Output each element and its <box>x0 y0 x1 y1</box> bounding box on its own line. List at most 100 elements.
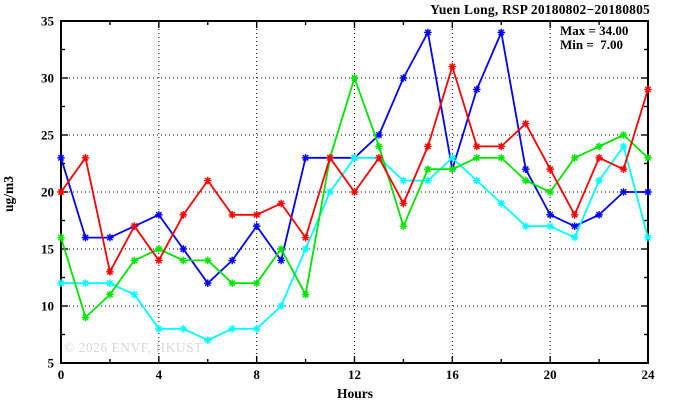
data-marker-core-green <box>524 179 528 183</box>
y-tick-label: 20 <box>41 185 54 200</box>
data-marker-core-green <box>352 76 357 80</box>
data-marker-core-red <box>157 258 161 262</box>
data-marker-core-cyan <box>401 179 406 183</box>
data-marker-core-red <box>181 213 185 217</box>
data-marker-core-green <box>377 144 381 148</box>
data-marker-core-cyan <box>279 304 283 308</box>
data-marker-core-cyan <box>181 327 185 331</box>
data-marker-core-blue <box>157 213 161 217</box>
data-marker-core-green <box>59 236 63 240</box>
x-tick-label: 24 <box>642 367 656 382</box>
data-marker-core-green <box>279 247 283 251</box>
data-marker-core-green <box>206 258 210 262</box>
data-marker-core-red <box>230 213 234 217</box>
data-marker-core-red <box>83 156 88 160</box>
y-tick-label: 15 <box>41 242 55 257</box>
data-marker-core-blue <box>377 133 381 137</box>
data-marker-core-green <box>426 167 430 171</box>
data-marker-core-red <box>524 122 528 126</box>
x-axis-label: Hours <box>336 386 373 401</box>
min-value-label: Min = 7.00 <box>560 37 624 52</box>
data-marker-core-blue <box>255 224 259 228</box>
data-marker-core-red <box>59 190 63 194</box>
y-tick-label: 30 <box>41 71 54 86</box>
data-marker-core-blue <box>499 30 503 34</box>
data-marker-core-cyan <box>548 224 552 228</box>
data-marker-core-cyan <box>303 247 308 251</box>
data-marker-core-green <box>450 167 454 171</box>
data-marker-core-cyan <box>621 144 626 148</box>
data-marker-core-cyan <box>59 281 63 285</box>
data-marker-core-red <box>426 144 430 148</box>
data-marker-core-green <box>475 156 479 160</box>
data-marker-core-cyan <box>475 179 479 183</box>
x-tick-label: 16 <box>446 367 460 382</box>
data-marker-core-cyan <box>597 179 601 183</box>
data-marker-core-blue <box>83 236 88 240</box>
data-marker-core-green <box>621 133 626 137</box>
data-marker-core-cyan <box>450 156 454 160</box>
x-tick-label: 20 <box>544 367 557 382</box>
data-marker-core-green <box>548 190 552 194</box>
data-marker-core-cyan <box>499 201 503 205</box>
y-tick-label: 35 <box>41 14 55 29</box>
data-marker-core-blue <box>206 281 210 285</box>
data-marker-core-green <box>230 281 234 285</box>
data-marker-core-cyan <box>255 327 259 331</box>
data-marker-core-red <box>206 179 210 183</box>
data-marker-core-blue <box>59 156 63 160</box>
data-marker-core-cyan <box>206 338 210 342</box>
data-marker-core-green <box>181 258 185 262</box>
data-marker-core-cyan <box>132 293 136 297</box>
data-marker-core-green <box>573 156 577 160</box>
data-marker-core-green <box>157 247 161 251</box>
data-marker-core-red <box>401 201 406 205</box>
data-marker-core-red <box>352 190 357 194</box>
data-marker-core-red <box>499 144 503 148</box>
data-marker-core-blue <box>524 167 528 171</box>
data-marker-core-red <box>548 167 552 171</box>
data-marker-core-blue <box>108 236 112 240</box>
x-tick-label: 12 <box>348 367 361 382</box>
data-marker-core-blue <box>426 30 430 34</box>
data-marker-core-red <box>646 87 650 91</box>
x-tick-label: 0 <box>58 367 65 382</box>
max-min-legend: Max = 34.00 Min = 7.00 <box>560 24 628 52</box>
data-marker-core-red <box>573 213 577 217</box>
data-marker-core-red <box>475 144 479 148</box>
data-marker-core-green <box>132 258 136 262</box>
data-marker-core-cyan <box>524 224 528 228</box>
data-marker-core-blue <box>621 190 626 194</box>
series-line-cyan <box>61 145 649 342</box>
data-marker-core-red <box>377 156 381 160</box>
data-marker-core-green <box>255 281 259 285</box>
data-marker-core-cyan <box>426 179 430 183</box>
data-marker-core-blue <box>597 213 601 217</box>
data-marker-core-green <box>83 315 88 319</box>
data-marker-core-cyan <box>646 236 650 240</box>
data-marker-core-red <box>132 224 136 228</box>
data-marker-core-blue <box>646 190 650 194</box>
data-marker-core-green <box>108 293 112 297</box>
data-marker-core-green <box>597 144 601 148</box>
y-tick-label: 5 <box>48 356 55 371</box>
data-marker-core-cyan <box>157 327 161 331</box>
data-marker-core-red <box>303 236 308 240</box>
data-marker-core-blue <box>181 247 185 251</box>
y-tick-label: 25 <box>41 128 55 143</box>
x-tick-label: 4 <box>156 367 163 382</box>
data-marker-core-red <box>450 65 454 69</box>
data-marker-core-green <box>499 156 503 160</box>
watermark-text: © 2026 ENVF, HKUST <box>64 340 203 355</box>
data-marker-core-red <box>255 213 259 217</box>
data-marker-core-green <box>646 156 650 160</box>
data-marker-core-cyan <box>352 156 357 160</box>
data-marker-core-cyan <box>573 236 577 240</box>
data-marker-core-red <box>328 156 332 160</box>
data-marker-core-cyan <box>230 327 234 331</box>
data-marker-core-blue <box>279 258 283 262</box>
chart-title: Yuen Long, RSP 20180802−20180805 <box>430 2 650 17</box>
data-marker-core-green <box>401 224 406 228</box>
data-marker-core-blue <box>475 87 479 91</box>
